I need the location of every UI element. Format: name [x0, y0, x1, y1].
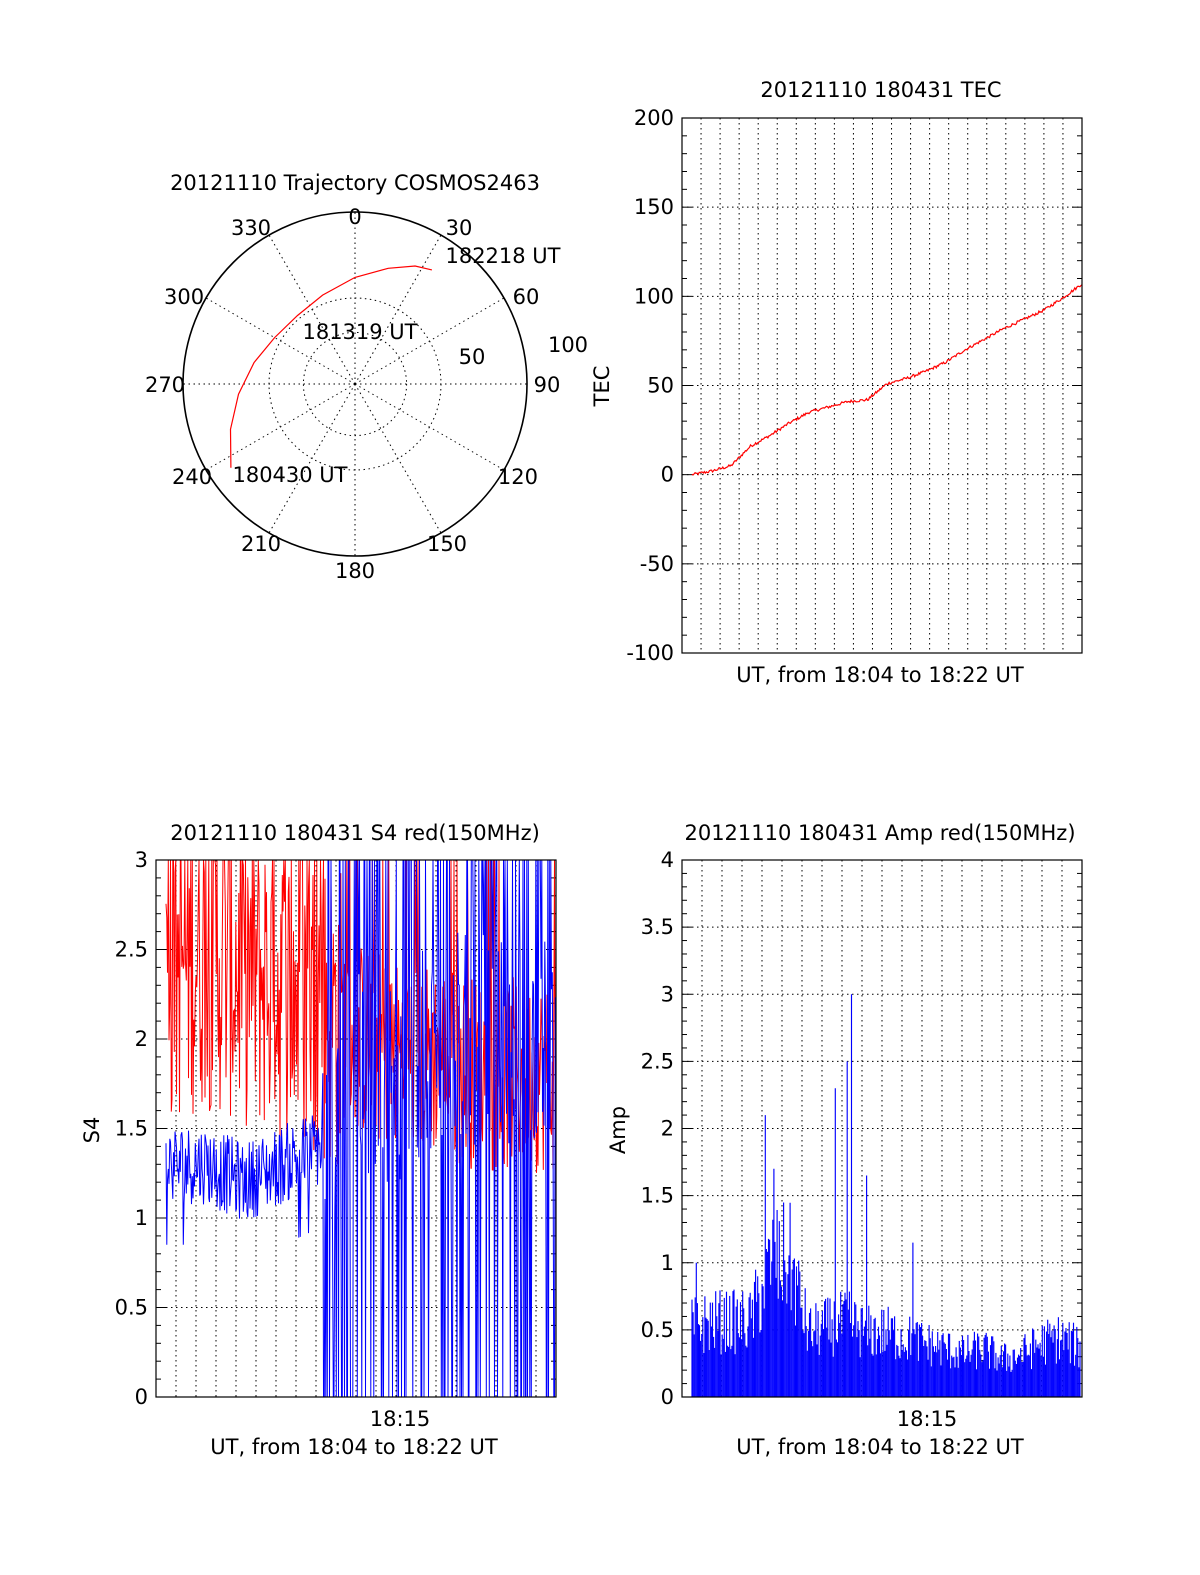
- s4-ytick-label: 0: [135, 1385, 148, 1409]
- polar-azimuth-label: 30: [446, 216, 473, 240]
- polar-spoke-60: [354, 297, 505, 385]
- polar-spoke-120: [354, 383, 505, 471]
- tec-frame: [681, 117, 1083, 654]
- s4-frame: [155, 859, 557, 1398]
- amp-ytick-label: 3.5: [641, 915, 674, 939]
- tec-line: [691, 284, 1083, 476]
- amp-ytick-label: 0: [661, 1385, 674, 1409]
- s4-xlabel: UT, from 18:04 to 18:22 UT: [210, 1435, 498, 1459]
- polar-spoke-300: [205, 297, 356, 385]
- amp-y-tick-labels: 0 0.5 1 1.5 2 2.5 3 3.5 4: [641, 848, 674, 1409]
- tec-ytick-label: -100: [626, 641, 674, 665]
- s4-y-tick-labels: 0 0.5 1 1.5 2 2.5 3: [115, 848, 148, 1409]
- polar-azimuth-label: 150: [427, 532, 467, 556]
- polar-trajectory-series: [229, 265, 433, 468]
- s4-ytick-label: 0.5: [115, 1296, 148, 1320]
- tec-y-tick-labels: -100 -50 0 50 100 150 200: [626, 106, 674, 665]
- polar-azimuth-label: 270: [145, 373, 185, 397]
- polar-radial-labels: 50 100: [459, 333, 588, 369]
- polar-spoke-240: [205, 383, 356, 471]
- tec-ytick-label: 0: [661, 463, 674, 487]
- tec-title: 20121110 180431 TEC: [760, 78, 1001, 102]
- amp-ytick-label: 2: [661, 1117, 674, 1141]
- tec-series: [691, 284, 1083, 476]
- polar-spoke-210: [268, 383, 356, 534]
- amp-ytick-label: 3: [661, 982, 674, 1006]
- tec-xlabel: UT, from 18:04 to 18:22 UT: [736, 663, 1024, 687]
- tec-grid: [682, 117, 1082, 654]
- polar-spoke-150: [354, 383, 442, 534]
- amp-ytick-label: 4: [661, 848, 674, 872]
- polar-azimuth-label: 210: [241, 532, 281, 556]
- polar-time-annotation: 180430 UT: [232, 463, 347, 487]
- tec-ytick-label: 100: [634, 284, 674, 308]
- s4-ytick-label: 1: [135, 1206, 148, 1230]
- polar-azimuth-labels: 0 30 60 90 120 150 180 210 240 270 300 330: [145, 205, 560, 583]
- polar-trajectory-line: [229, 265, 433, 468]
- s4-panel: 20121110 180431 S4 red(150MHz) 0 0.5 1 1.5 2…: [80, 821, 557, 1459]
- polar-azimuth-label: 180: [335, 559, 375, 583]
- tec-ytick-label: 150: [634, 195, 674, 219]
- polar-radial-label: 50: [459, 345, 486, 369]
- polar-spoke-330: [268, 234, 356, 385]
- s4-ytick-label: 1.5: [115, 1117, 148, 1141]
- amp-xtick-label: 18:15: [897, 1407, 958, 1431]
- tec-panel: 20121110 180431 TEC -100-50050100150200 …: [590, 78, 1083, 687]
- amp-ylabel: Amp: [606, 1106, 630, 1154]
- polar-time-annotations: 182218 UT 181319 UT 180430 UT: [232, 244, 560, 487]
- polar-azimuth-label: 330: [231, 216, 271, 240]
- tec-ytick-label: 50: [647, 374, 674, 398]
- amp-ytick-label: 2.5: [641, 1049, 674, 1073]
- polar-grid: [182, 211, 528, 557]
- polar-trajectory-panel: 20121110 Trajectory COSMOS2463 0 30 60 90 12…: [145, 171, 588, 583]
- polar-azimuth-label: 120: [498, 465, 538, 489]
- amp-ytick-label: 1.5: [641, 1184, 674, 1208]
- amp-title: 20121110 180431 Amp red(150MHz): [684, 821, 1075, 845]
- s4-xtick-label: 18:15: [370, 1407, 431, 1431]
- polar-time-annotation: 181319 UT: [302, 320, 417, 344]
- polar-time-annotation: 182218 UT: [445, 244, 560, 268]
- amp-ytick-label: 0.5: [641, 1318, 674, 1342]
- amp-xlabel: UT, from 18:04 to 18:22 UT: [736, 1435, 1024, 1459]
- polar-azimuth-label: 240: [172, 465, 212, 489]
- s4-ytick-label: 2.5: [115, 938, 148, 962]
- s4-ylabel: S4: [80, 1117, 104, 1144]
- s4-ytick-label: 2: [135, 1027, 148, 1051]
- polar-radial-label: 100: [548, 333, 588, 357]
- s4-red-line: [165, 859, 557, 1173]
- tec-ytick-label: 200: [634, 106, 674, 130]
- amp-panel: 20121110 180431 Amp red(150MHz) 0 0.5 1 1.5…: [606, 821, 1083, 1459]
- polar-azimuth-label: 300: [164, 285, 204, 309]
- tec-ytick-label: -50: [640, 552, 674, 576]
- polar-azimuth-label: 60: [513, 285, 540, 309]
- polar-spoke-30: [354, 234, 442, 385]
- s4-ytick-label: 3: [135, 848, 148, 872]
- polar-outer-circle: [182, 211, 528, 557]
- s4-title: 20121110 180431 S4 red(150MHz): [170, 821, 540, 845]
- amp-series: [691, 994, 1081, 1397]
- amp-frame: [681, 859, 1083, 1398]
- amp-ytick-label: 1: [661, 1251, 674, 1275]
- polar-azimuth-label: 0: [348, 205, 361, 229]
- polar-title: 20121110 Trajectory COSMOS2463: [170, 171, 540, 195]
- tec-ylabel: TEC: [590, 366, 614, 408]
- polar-ring-0: [302, 331, 408, 437]
- polar-azimuth-label: 90: [534, 373, 561, 397]
